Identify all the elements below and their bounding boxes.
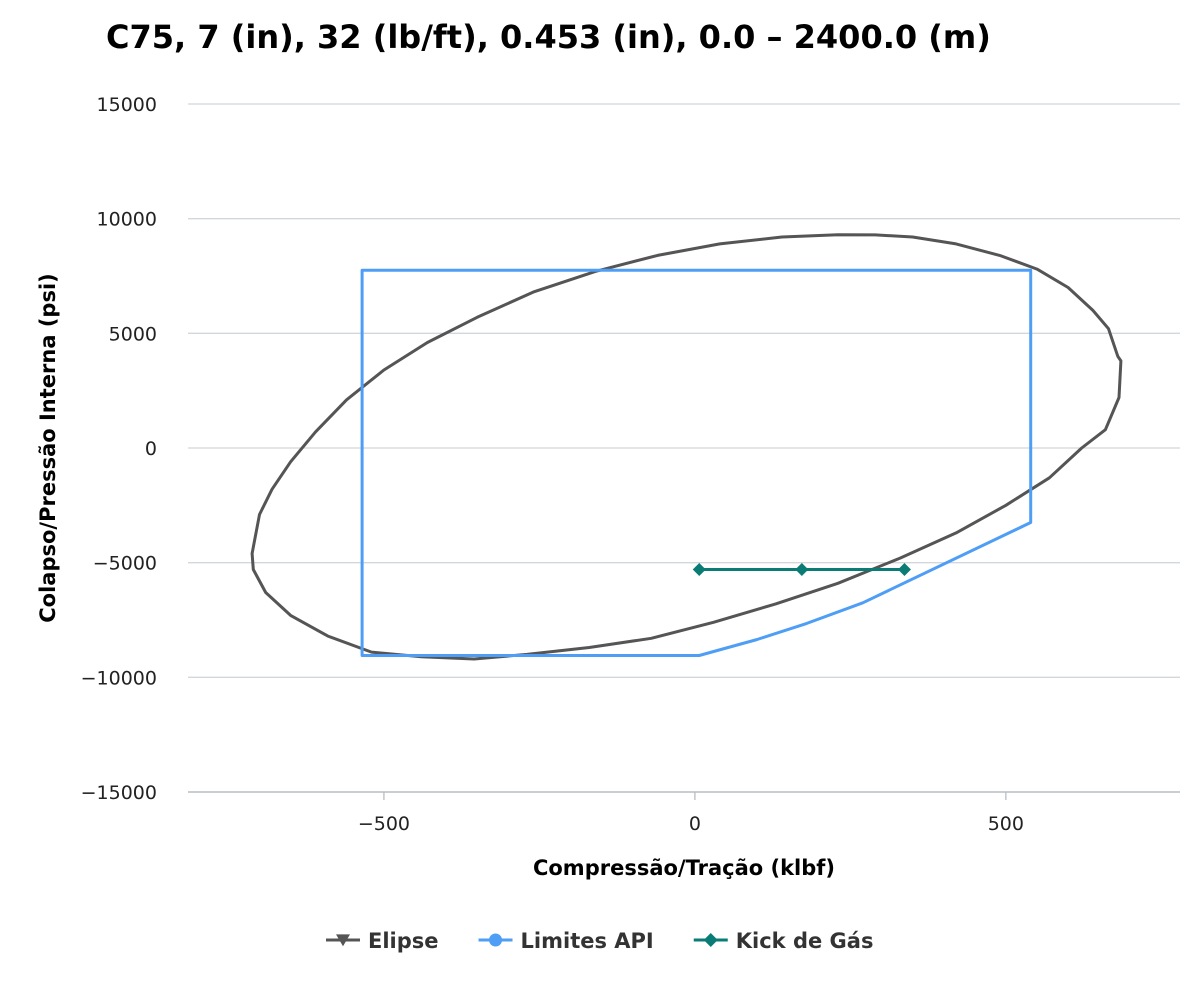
data-point <box>692 563 706 577</box>
series-line <box>360 268 1033 657</box>
y-tick-label: 15000 <box>97 94 157 116</box>
x-tick-label: 0 <box>689 813 701 835</box>
y-tick-label: 10000 <box>97 209 157 231</box>
legend-item-elipse[interactable]: Elipse <box>326 929 439 953</box>
legend-item-kick-de-g-s[interactable]: Kick de Gás <box>693 929 874 953</box>
y-tick-label: −15000 <box>81 782 157 804</box>
series-line <box>250 233 1123 661</box>
data-point <box>897 563 911 577</box>
legend[interactable]: Elipse Limites API Kick de Gás <box>326 929 873 953</box>
x-tick-label: 500 <box>988 813 1024 835</box>
legend-marker <box>489 933 503 947</box>
y-tick-labels: 15000 10000 5000 0 −5000 −10000 −15000 <box>81 94 157 804</box>
y-axis-title: Colapso/Pressão Interna (psi) <box>36 273 60 623</box>
y-tick-label: −5000 <box>93 553 157 575</box>
y-tick-label: −10000 <box>81 667 157 689</box>
series-elipse[interactable] <box>250 233 1123 661</box>
x-tick-labels: −500 0 500 <box>358 792 1024 835</box>
legend-label: Kick de Gás <box>736 929 874 953</box>
legend-label: Elipse <box>368 929 439 953</box>
y-tick-label: 0 <box>145 438 157 460</box>
plot-area <box>250 233 1123 661</box>
legend-marker <box>703 933 718 947</box>
data-point <box>795 563 809 577</box>
y-tick-label: 5000 <box>109 323 157 345</box>
series-limites-api[interactable] <box>360 268 1033 657</box>
series-kick-de-g-s[interactable] <box>692 563 911 577</box>
x-tick-label: −500 <box>358 813 410 835</box>
legend-item-limites-api[interactable]: Limites API <box>478 929 654 953</box>
x-axis-title: Compressão/Tração (klbf) <box>533 856 835 880</box>
legend-label: Limites API <box>521 929 654 953</box>
grid <box>188 103 1180 793</box>
chart-title: C75, 7 (in), 32 (lb/ft), 0.453 (in), 0.0… <box>106 18 991 56</box>
legend-marker <box>336 934 350 947</box>
